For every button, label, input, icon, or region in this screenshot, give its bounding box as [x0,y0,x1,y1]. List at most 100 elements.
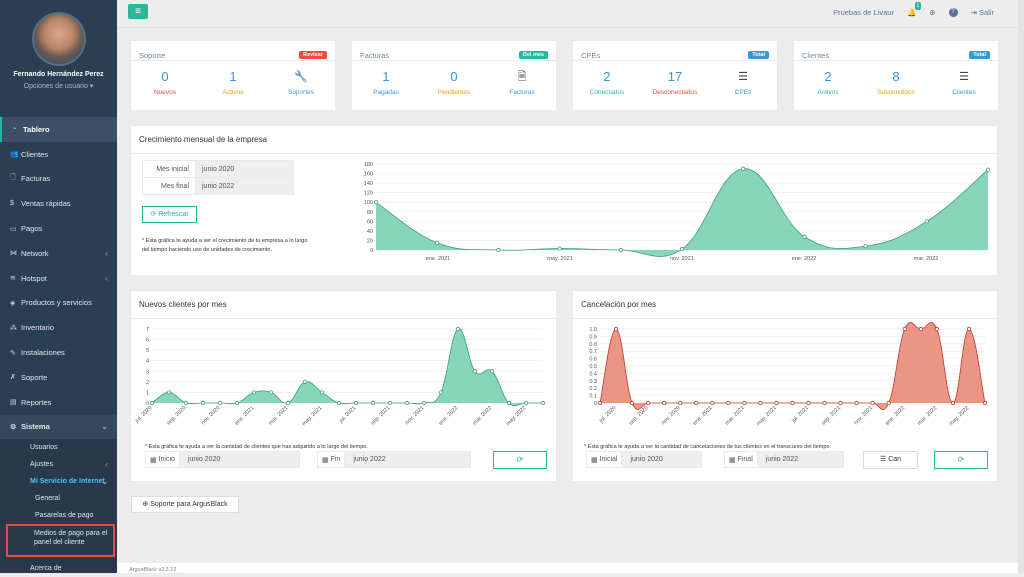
cancel-panel: Cancelación por mes 0 0.1 0.2 0.3 0.4 0.5 0.6 0… [572,290,998,482]
sidebar-item-label: Facturas [21,174,51,184]
file-icon: 🗋 [10,174,16,182]
sidebar-item-hotspot[interactable]: ≋ Hotspot ‹ [0,266,117,291]
list-icon: ☰ [879,456,887,463]
submenu-ajustes[interactable]: Ajustes ‹ [0,456,117,473]
sistema-submenu: Usuarios Ajustes ‹ Mi Servicio de Internet ⌄… [0,439,117,573]
tool-icon: ✗ [10,374,16,382]
sidebar-item-productos-y-servicios[interactable]: ◈ Productos y servicios [0,291,117,316]
avatar[interactable] [31,12,86,66]
stat-cpes[interactable]: ☰ CPEs [709,67,777,96]
y-tick-label: 1 [146,390,149,396]
stat-card-header: Clientes Total [794,41,998,61]
x-tick-label: sep. 2020 [166,405,187,426]
sidebar-item-pagos[interactable]: ▭ Pagos [0,216,117,241]
data-point [741,166,746,171]
submenu-mi-servicio[interactable]: Mi Servicio de Internet ⌄ [0,473,117,490]
data-point [838,400,843,406]
data-point [742,400,747,406]
stat-pagadas[interactable]: 1 Pagadas [352,67,420,96]
data-point [435,240,440,245]
help-icon[interactable]: ? [948,8,958,17]
stat-value: 17 [667,69,683,84]
stat-suspendidos[interactable]: 8 Suspendidos [862,67,930,96]
sidebar-item-soporte[interactable]: ✗ Soporte [0,365,117,390]
stat-soportes[interactable]: 🔧 Soportes [267,67,335,96]
sidebar-item-sistema[interactable]: ⚙ Sistema ⌄ [0,414,117,440]
final-field[interactable]: ▦ Final junio 2022 [724,451,849,468]
y-tick-label: 0.3 [589,379,597,385]
stat-conectados[interactable]: 2 Conectados [573,67,641,96]
stat-activos[interactable]: 2 Activos [794,67,862,96]
data-point [710,400,715,406]
page-scrollbar[interactable] [1018,0,1024,573]
support-argusblack-button[interactable]: ⊕ Soporte para ArgusBlack [131,496,239,513]
wrench-icon: ✎ [10,349,16,357]
sidebar-item-ventas-r-pidas[interactable]: $ Ventas rápidas [0,191,117,216]
inicio-value[interactable]: junio 2020 [179,451,300,468]
y-tick-label: 0 [146,401,149,407]
fin-value[interactable]: junio 2022 [345,451,472,468]
refresh-button[interactable]: ⟳ Refrescar [142,206,197,223]
inicial-field[interactable]: ▦ Inicial junio 2020 [586,451,708,468]
cube-icon: ◈ [10,299,16,307]
stat-nuevos[interactable]: 0 Nuevos [131,67,199,96]
sidebar-item-instalaciones[interactable]: ✎ Instalaciones [0,340,117,365]
sidebar-item-network[interactable]: ⋈ Network ‹ [0,241,117,266]
submenu-pasarelas[interactable]: Pasarelas de pago [0,507,117,524]
cancel-refresh-button[interactable]: ⟳ [934,451,988,469]
submenu-acerca-de[interactable]: Acerca de [0,557,117,573]
lifebuoy-icon[interactable]: ⊕ [929,8,936,17]
sidebar-item-inventario[interactable]: ⁂ Inventario [0,315,117,340]
menu-toggle-button[interactable]: ≡ [128,4,148,19]
x-tick-label: mar. 2021 [268,405,290,427]
x-tick-label: ene. 2022 [792,256,816,262]
topbar: ≡ Pruebas de Livaur 🔔 1 ⊕ ? ⇥ Salir [117,0,1024,28]
fin-field[interactable]: ▦ Fin junio 2022 [317,451,475,468]
inicial-value[interactable]: junio 2020 [622,451,703,468]
stat-clientes[interactable]: ☰ Clientes [930,67,998,96]
data-point [489,369,495,374]
mes-inicial-field[interactable]: junio 2020 [195,160,294,178]
sidebar-item-label: Inventario [21,323,54,333]
submenu-general[interactable]: General [0,490,117,507]
x-tick-label: mar. 2022 [914,256,938,262]
stat-caption: Pagadas [373,89,399,96]
logout-button[interactable]: ⇥ Salir [971,8,994,17]
final-value[interactable]: junio 2022 [757,451,844,468]
sidebar-item-facturas[interactable]: 🗋 Facturas [0,167,117,192]
sidebar-item-reportes[interactable]: ▤ Reportes [0,390,117,415]
new-clients-refresh-button[interactable]: ⟳ [493,451,547,469]
submenu-medios-de-pago[interactable]: Medios de pago para el panel del cliente [6,524,115,558]
mes-final-field[interactable]: junio 2022 [195,177,294,195]
topbar-right: Pruebas de Livaur 🔔 1 ⊕ ? ⇥ Salir [833,2,994,17]
stat-desconectados[interactable]: 17 Desconectados [641,67,709,96]
account-name[interactable]: Pruebas de Livaur [833,8,894,17]
stat-row: 2 Conectados 17 Desconectados ☰ CPEs [573,61,777,96]
list-icon: ☰ [959,71,969,83]
user-options-toggle[interactable]: Opciones de usuario ▾ [23,83,94,90]
inicio-field[interactable]: ▦ Inicio junio 2020 [145,451,303,468]
y-tick-label: 0.2 [589,386,597,392]
stat-pendientes[interactable]: 0 Pendientes [420,67,488,96]
y-tick-label: 180 [364,162,373,168]
stat-row: 0 Nuevos 1 Activos 🔧 Soportes [131,61,335,96]
sidebar-item-tablero[interactable]: ◔ Tablero [0,117,117,142]
submenu-usuarios[interactable]: Usuarios [0,439,117,456]
data-point [726,400,731,406]
data-point [886,400,891,406]
x-tick-label: nov. 2020 [661,405,682,426]
data-point [679,246,685,252]
stat-card-header: CPEs Total [573,41,777,61]
can-button[interactable]: ☰ Can [863,451,918,469]
y-tick-label: 0.4 [589,371,597,377]
x-tick-label: nov. 2021 [670,256,694,262]
final-label: ▦ Final [724,451,758,468]
data-point [902,326,907,332]
sidebar-item-label: Soporte [21,372,48,382]
new-clients-note: * Esta gráfica te ayuda a ver la cantida… [145,444,368,450]
stat-facturas[interactable]: 🗎 Facturas [488,67,556,96]
sidebar-item-clientes[interactable]: 👥 Clientes [0,142,117,167]
notifications-button[interactable]: 🔔 1 [907,2,922,17]
stat-activos[interactable]: 1 Activos [199,67,267,96]
stat-card-title: Soporte [139,50,166,60]
